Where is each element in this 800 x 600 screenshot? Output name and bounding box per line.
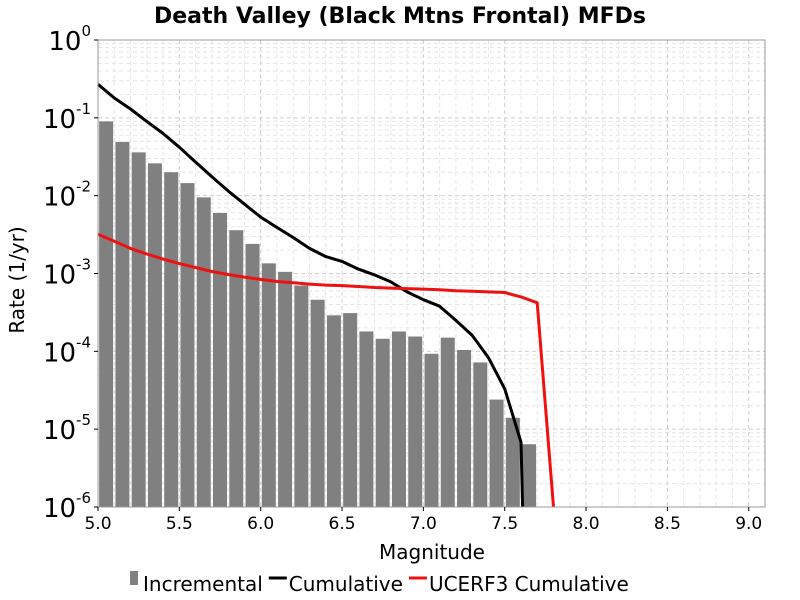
x-tick-label: 9.0 [735,514,762,534]
cumulative-lines [97,83,555,508]
x-tick-label: 8.5 [654,514,681,534]
incremental-bar [261,263,276,507]
incremental-bar [180,183,195,507]
incremental-bar [310,299,325,507]
y-tick-label: 10-5 [43,411,91,446]
legend-swatch-incremental [130,571,138,585]
incremental-bar [164,172,179,507]
x-tick-label: 7.0 [410,514,437,534]
incremental-bar [489,399,504,507]
x-tick-label: 5.0 [84,514,111,534]
x-tick-label: 5.5 [166,514,193,534]
y-tick-label: 10-2 [43,178,91,213]
y-axis-label: Rate (1/yr) [5,226,29,333]
x-tick-label: 8.0 [573,514,600,534]
incremental-bar [99,121,114,508]
incremental-bar [457,350,472,507]
incremental-bar [424,353,439,507]
x-axis-ticks: 5.0 5.5 6.0 6.5 7.0 7.5 8.0 8.5 9.0 [84,507,762,534]
y-tick-base: 10 [48,27,81,57]
incremental-bar [522,444,537,507]
incremental-bar [359,331,374,507]
incremental-bars [99,121,537,508]
y-tick-exponent: -2 [76,178,91,196]
incremental-bar [294,285,309,507]
x-tick-label: 7.5 [491,514,518,534]
incremental-bar [473,362,488,507]
incremental-bar [505,417,520,507]
y-tick-base: 10 [43,338,76,368]
y-tick-base: 10 [43,105,76,135]
x-axis-label: Magnitude [379,540,485,564]
incremental-bar [278,271,293,507]
y-tick-base: 10 [43,416,76,446]
incremental-bar [213,212,228,507]
cumulative-line [97,83,525,508]
incremental-bar [245,243,260,507]
y-tick-exponent: -5 [76,411,91,429]
x-tick-label: 6.0 [247,514,274,534]
grid [97,40,766,508]
legend-label: UCERF3 Cumulative [429,572,629,596]
legend-label: Cumulative [289,572,403,596]
incremental-bar [229,230,244,508]
y-tick-exponent: -4 [76,333,91,351]
y-tick-exponent: -3 [76,256,91,274]
legend-label: Incremental [143,572,263,596]
ucerf3-cumulative-line [97,232,555,508]
incremental-bar [326,315,341,507]
incremental-bar [408,336,423,507]
legend: Incremental Cumulative UCERF3 Cumulative [130,571,629,596]
y-tick-exponent: 0 [81,22,91,40]
incremental-bar [115,141,130,507]
incremental-bar [131,152,146,507]
y-tick-exponent: -1 [76,100,91,118]
y-tick-base: 10 [43,261,76,291]
y-tick-label: 10-6 [43,489,91,524]
incremental-bar [343,313,358,507]
incremental-bar [391,331,406,507]
incremental-bar [147,163,162,507]
y-tick-label: 10-4 [43,333,91,368]
incremental-bar [196,197,211,507]
y-tick-label: 100 [48,22,91,57]
x-tick-label: 6.5 [329,514,356,534]
y-tick-label: 10-1 [43,100,91,135]
incremental-bar [440,337,455,507]
incremental-bar [375,338,390,507]
chart-title: Death Valley (Black Mtns Frontal) MFDs [154,4,646,29]
y-tick-base: 10 [43,494,76,524]
y-tick-base: 10 [43,183,76,213]
y-tick-label: 10-3 [43,256,91,291]
y-tick-exponent: -6 [76,489,91,507]
